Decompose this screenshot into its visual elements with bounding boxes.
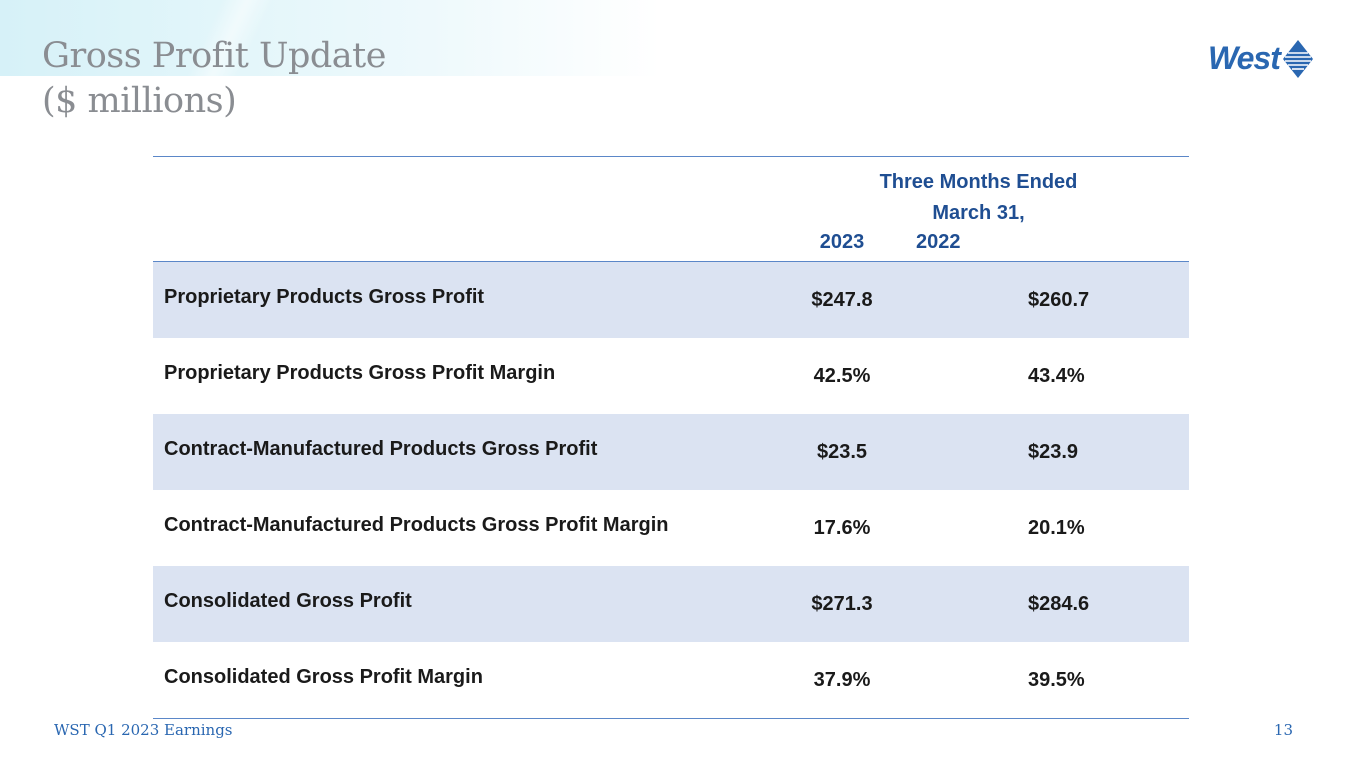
- table-row: Consolidated Gross Profit Margin 37.9% 3…: [153, 642, 1189, 719]
- west-logo-wordmark: West: [1208, 40, 1281, 76]
- value-2022: $284.6: [916, 566, 1189, 642]
- header-gradient-band: [0, 0, 660, 76]
- diamond-emblem-icon: [1283, 40, 1313, 78]
- value-2022: $23.9: [916, 414, 1189, 490]
- value-2023: 37.9%: [768, 642, 916, 719]
- period-header-line2: March 31,: [932, 202, 1025, 224]
- header-empty-cell: [153, 229, 768, 262]
- slide-title-line2: ($ millions): [42, 81, 237, 121]
- period-header: Three Months Ended March 31,: [768, 156, 1189, 229]
- row-label: Consolidated Gross Profit Margin: [153, 642, 768, 719]
- table-header-years-row: 2023 2022: [153, 229, 1189, 262]
- period-header-line1: Three Months Ended: [879, 171, 1078, 193]
- table-row: Contract-Manufactured Products Gross Pro…: [153, 490, 1189, 566]
- value-2022: 43.4%: [1028, 364, 1085, 387]
- row-label: Proprietary Products Gross Profit: [153, 261, 768, 338]
- table-row: Proprietary Products Gross Profit Margin…: [153, 338, 1189, 414]
- value-2023: $271.3: [768, 566, 916, 642]
- value-2023: 42.5%: [813, 364, 871, 387]
- value-2023: $247.8: [768, 261, 916, 338]
- footer-presentation-name: WST Q1 2023 Earnings: [54, 721, 233, 739]
- year-2023-header: 2023: [768, 229, 916, 262]
- row-label: Consolidated Gross Profit: [153, 566, 768, 642]
- slide-page-number: 13: [1273, 721, 1293, 739]
- value-2023: $23.5: [768, 414, 916, 490]
- value-2023: 17.6%: [813, 516, 871, 539]
- row-label: Contract-Manufactured Products Gross Pro…: [164, 513, 669, 536]
- row-label: Proprietary Products Gross Profit Margin: [164, 361, 556, 384]
- slide-title: Gross Profit Update ($ millions): [42, 34, 386, 124]
- table-row: Contract-Manufactured Products Gross Pro…: [153, 414, 1189, 490]
- table-header-period-row: Three Months Ended March 31,: [153, 156, 1189, 229]
- year-2022-header: 2022: [916, 229, 1189, 262]
- value-2022: 20.1%: [1028, 516, 1085, 539]
- gross-profit-table: Three Months Ended March 31, 2023 2022 P…: [153, 156, 1189, 719]
- row-label: Contract-Manufactured Products Gross Pro…: [153, 414, 768, 490]
- table-row: Proprietary Products Gross Profit $247.8…: [153, 261, 1189, 338]
- west-logo: West: [1208, 38, 1318, 80]
- header-empty-cell: [153, 156, 768, 229]
- table-row: Consolidated Gross Profit $271.3 $284.6: [153, 566, 1189, 642]
- value-2022: $260.7: [916, 261, 1189, 338]
- slide-title-line1: Gross Profit Update: [42, 36, 386, 76]
- value-2022: 39.5%: [916, 642, 1189, 719]
